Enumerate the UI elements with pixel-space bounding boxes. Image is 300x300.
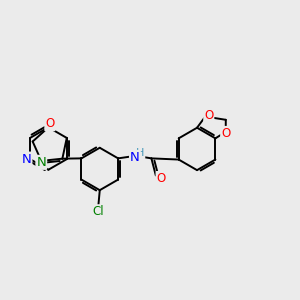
Text: O: O [204, 110, 213, 122]
Text: Cl: Cl [92, 205, 104, 218]
Text: N: N [22, 153, 32, 166]
Text: O: O [45, 117, 55, 130]
Text: O: O [157, 172, 166, 185]
Text: N: N [130, 151, 140, 164]
Text: H: H [136, 148, 144, 158]
Text: N: N [36, 156, 46, 169]
Text: O: O [221, 127, 230, 140]
